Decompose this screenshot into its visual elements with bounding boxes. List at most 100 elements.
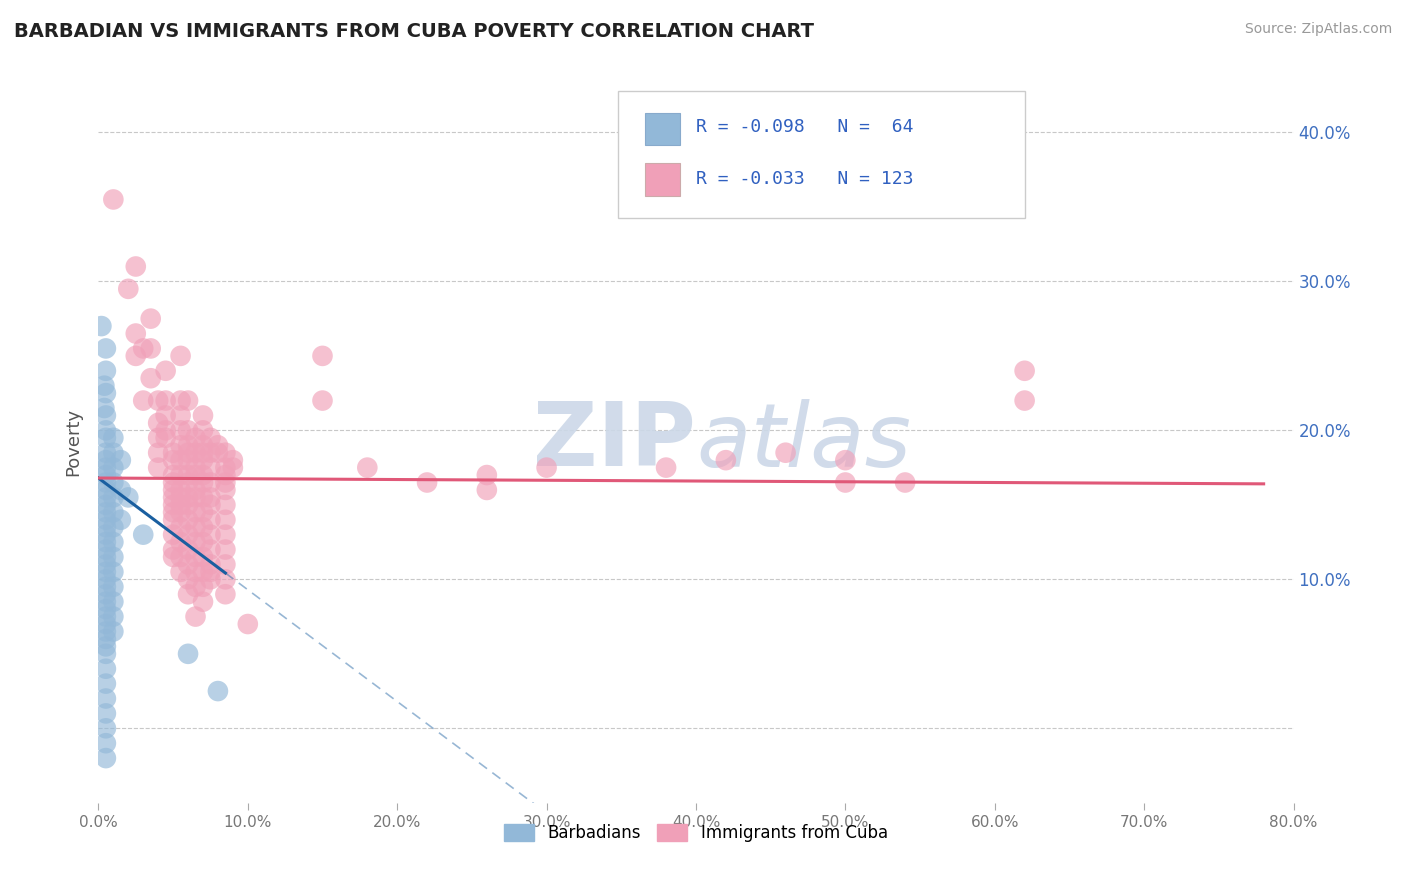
Point [536, 460, 558, 475]
Point [207, 684, 229, 698]
Point [162, 527, 184, 541]
Point [94, 542, 117, 557]
Point [103, 491, 125, 505]
Point [894, 475, 917, 490]
Point [94, 483, 117, 497]
Point [162, 505, 184, 519]
Point [200, 498, 222, 512]
Point [110, 513, 132, 527]
Y-axis label: Poverty: Poverty [65, 408, 83, 475]
Point [155, 393, 177, 408]
Legend: Barbadians, Immigrants from Cuba: Barbadians, Immigrants from Cuba [498, 817, 894, 848]
Point [94, 475, 117, 490]
Point [162, 453, 184, 467]
Point [177, 491, 200, 505]
Point [169, 491, 191, 505]
Text: BARBADIAN VS IMMIGRANTS FROM CUBA POVERTY CORRELATION CHART: BARBADIAN VS IMMIGRANTS FROM CUBA POVERT… [14, 22, 814, 41]
Point [132, 527, 155, 541]
Text: ZIP: ZIP [533, 398, 696, 485]
Point [94, 721, 117, 735]
Text: Source: ZipAtlas.com: Source: ZipAtlas.com [1244, 22, 1392, 37]
Point [169, 438, 191, 452]
Point [177, 453, 200, 467]
Point [214, 587, 236, 601]
Point [184, 520, 207, 534]
Point [169, 505, 191, 519]
Point [132, 342, 155, 356]
Point [191, 565, 214, 579]
Point [200, 542, 222, 557]
Point [655, 460, 678, 475]
Point [169, 565, 191, 579]
Point [103, 446, 125, 460]
Point [191, 409, 214, 423]
Point [169, 549, 191, 564]
Point [184, 549, 207, 564]
Point [125, 260, 148, 274]
Point [169, 483, 191, 497]
Point [94, 460, 117, 475]
Point [110, 483, 132, 497]
Point [200, 460, 222, 475]
Point [191, 453, 214, 467]
Point [103, 505, 125, 519]
Point [94, 527, 117, 541]
Point [475, 483, 498, 497]
Point [177, 393, 200, 408]
Point [125, 349, 148, 363]
Point [94, 640, 117, 654]
Point [214, 468, 236, 483]
Point [148, 431, 170, 445]
Point [148, 460, 170, 475]
Point [94, 676, 117, 690]
Point [94, 535, 117, 549]
Point [207, 446, 229, 460]
Point [191, 446, 214, 460]
Point [162, 513, 184, 527]
Point [1014, 393, 1036, 408]
Point [94, 453, 117, 467]
Point [191, 468, 214, 483]
Point [214, 483, 236, 497]
Point [169, 349, 191, 363]
Point [191, 595, 214, 609]
Point [125, 326, 148, 341]
Point [177, 498, 200, 512]
Point [191, 535, 214, 549]
Point [177, 446, 200, 460]
Point [416, 475, 439, 490]
Point [191, 491, 214, 505]
FancyBboxPatch shape [619, 91, 1025, 218]
Point [162, 483, 184, 497]
Point [94, 505, 117, 519]
Point [94, 602, 117, 616]
Point [94, 691, 117, 706]
Point [139, 311, 162, 326]
Point [184, 505, 207, 519]
Point [177, 647, 200, 661]
Point [94, 498, 117, 512]
Point [162, 468, 184, 483]
Point [94, 520, 117, 534]
Point [94, 549, 117, 564]
Point [191, 549, 214, 564]
Point [117, 491, 139, 505]
Text: R = -0.033   N = 123: R = -0.033 N = 123 [696, 170, 914, 188]
Point [94, 624, 117, 639]
Point [191, 505, 214, 519]
Point [103, 609, 125, 624]
Point [184, 483, 207, 497]
Point [94, 446, 117, 460]
Point [169, 453, 191, 467]
Point [311, 349, 333, 363]
Point [207, 438, 229, 452]
Point [94, 647, 117, 661]
Point [177, 572, 200, 586]
Point [169, 520, 191, 534]
Point [94, 595, 117, 609]
Point [834, 475, 856, 490]
Point [94, 736, 117, 750]
Point [177, 513, 200, 527]
Point [94, 468, 117, 483]
Point [103, 624, 125, 639]
